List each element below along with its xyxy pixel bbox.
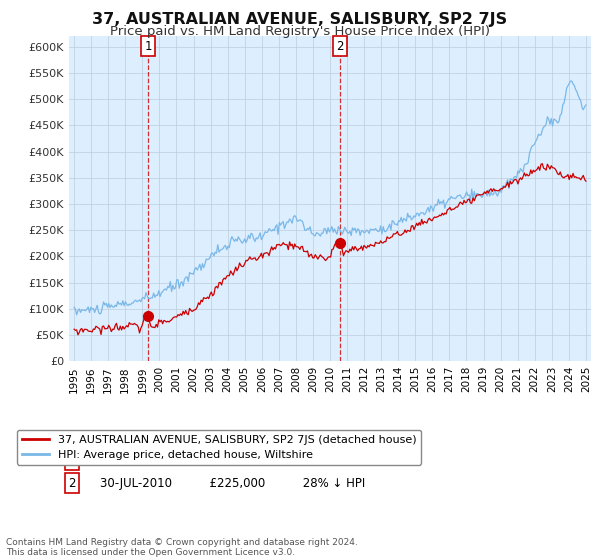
- Text: 1: 1: [68, 454, 76, 467]
- Text: 2: 2: [336, 40, 344, 53]
- Text: 37, AUSTRALIAN AVENUE, SALISBURY, SP2 7JS: 37, AUSTRALIAN AVENUE, SALISBURY, SP2 7J…: [92, 12, 508, 27]
- Legend: 37, AUSTRALIAN AVENUE, SALISBURY, SP2 7JS (detached house), HPI: Average price, : 37, AUSTRALIAN AVENUE, SALISBURY, SP2 7J…: [17, 430, 421, 465]
- Text: 30-JUL-2010          £225,000          28% ↓ HPI: 30-JUL-2010 £225,000 28% ↓ HPI: [85, 477, 365, 489]
- Text: Price paid vs. HM Land Registry's House Price Index (HPI): Price paid vs. HM Land Registry's House …: [110, 25, 490, 38]
- Text: Contains HM Land Registry data © Crown copyright and database right 2024.
This d: Contains HM Land Registry data © Crown c…: [6, 538, 358, 557]
- Text: 1: 1: [144, 40, 152, 53]
- Text: 2: 2: [68, 477, 76, 489]
- Text: 30-APR-1999          £86,000          37% ↓ HPI: 30-APR-1999 £86,000 37% ↓ HPI: [85, 454, 361, 467]
